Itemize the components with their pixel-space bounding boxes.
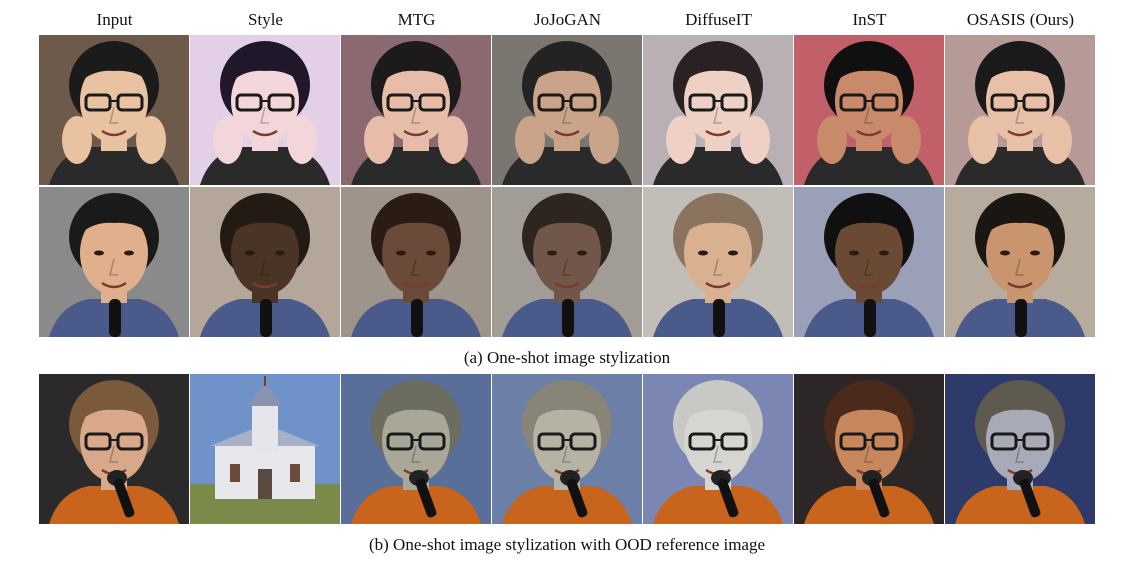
column-header: Style — [248, 10, 283, 29]
thumbnail-image — [945, 187, 1095, 337]
thumbnail-image — [492, 187, 642, 337]
thumbnail-image — [945, 374, 1095, 524]
image-tile — [643, 374, 793, 524]
figure-grid-b — [39, 374, 1097, 526]
image-tile — [945, 374, 1095, 524]
image-tile — [945, 35, 1095, 185]
image-tile — [190, 187, 340, 337]
column-header: DiffuseIT — [685, 10, 752, 29]
thumbnail-image — [492, 374, 642, 524]
image-tile — [341, 35, 491, 185]
thumbnail-image — [794, 187, 944, 337]
column-header: OSASIS (Ours) — [966, 10, 1075, 29]
thumbnail-image — [341, 374, 491, 524]
image-tile — [794, 374, 944, 524]
thumbnail-image — [643, 374, 793, 524]
image-tile — [643, 35, 793, 185]
thumbnail-image — [794, 35, 944, 185]
image-tile — [190, 35, 340, 185]
column-header: InST — [852, 10, 887, 29]
thumbnail-image — [190, 374, 340, 524]
image-tile — [794, 35, 944, 185]
thumbnail-image — [341, 187, 491, 337]
image-tile — [492, 35, 642, 185]
column-header: MTG — [397, 10, 436, 29]
thumbnail-image — [39, 187, 189, 337]
caption-b: (b) One-shot image stylization with OOD … — [368, 535, 766, 554]
column-header: Input — [96, 10, 133, 29]
thumbnail-image — [190, 187, 340, 337]
thumbnail-image — [643, 187, 793, 337]
column-header: JoJoGAN — [533, 10, 602, 29]
thumbnail-image — [39, 35, 189, 185]
thumbnail-image — [190, 35, 340, 185]
figure-grid-a — [39, 35, 1097, 337]
image-tile — [190, 374, 340, 524]
thumbnail-image — [945, 35, 1095, 185]
thumbnail-image — [39, 374, 189, 524]
thumbnail-image — [794, 374, 944, 524]
image-tile — [341, 374, 491, 524]
caption-a: (a) One-shot image stylization — [463, 348, 671, 367]
thumbnail-image — [492, 35, 642, 185]
image-tile — [945, 187, 1095, 337]
image-tile — [794, 187, 944, 337]
thumbnail-image — [643, 35, 793, 185]
column-headers: Input Style MTG JoJoGAN DiffuseIT InST OSASIS … — [39, 8, 1097, 32]
image-tile — [492, 187, 642, 337]
image-tile — [39, 35, 189, 185]
image-tile — [492, 374, 642, 524]
image-tile — [341, 187, 491, 337]
image-tile — [39, 187, 189, 337]
image-tile — [643, 187, 793, 337]
thumbnail-image — [341, 35, 491, 185]
image-tile — [39, 374, 189, 524]
